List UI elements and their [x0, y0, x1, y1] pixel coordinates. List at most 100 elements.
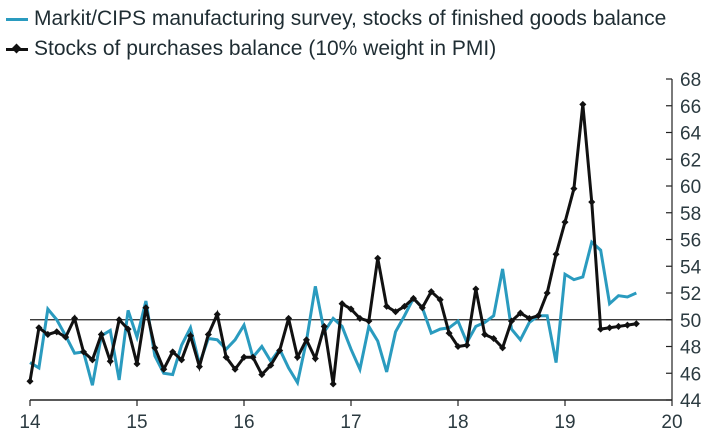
y-tick-label: 68 [680, 70, 701, 91]
y-tick-label: 62 [680, 150, 701, 171]
data-point-marker [427, 288, 435, 296]
legend-label: Stocks of purchases balance (10% weight … [34, 37, 497, 60]
data-point-marker [445, 329, 453, 337]
legend-swatch-line [6, 17, 28, 21]
legend-label: Markit/CIPS manufacturing survey, stocks… [34, 7, 667, 30]
data-point-marker [222, 353, 230, 361]
y-tick-label: 52 [680, 284, 701, 305]
data-point-marker [320, 322, 328, 330]
data-point-marker [534, 312, 542, 320]
data-point-marker [276, 346, 284, 355]
y-tick-label: 54 [680, 257, 702, 278]
data-point-marker [579, 100, 587, 108]
data-point-marker [543, 289, 551, 297]
data-point-marker [249, 353, 257, 361]
data-point-marker [588, 198, 596, 206]
data-point-marker [614, 322, 623, 330]
data-point-marker [204, 330, 212, 338]
x-tick-label: 20 [661, 412, 682, 433]
y-tick-label: 60 [680, 177, 701, 198]
data-point-marker [88, 356, 96, 364]
data-point-marker [606, 324, 614, 332]
data-point-marker [195, 363, 203, 371]
legend-item-finished-goods: Markit/CIPS manufacturing survey, stocks… [6, 4, 666, 34]
data-point-marker [258, 371, 266, 379]
data-point-marker [570, 185, 578, 193]
data-point-marker [240, 353, 248, 361]
data-point-marker [62, 333, 70, 341]
y-tick-label: 48 [680, 338, 701, 359]
data-point-marker [463, 341, 471, 349]
data-point-marker [97, 330, 105, 338]
data-point-marker [169, 348, 177, 356]
data-point-marker [151, 344, 159, 352]
data-point-marker [418, 304, 426, 312]
data-point-marker [35, 324, 43, 332]
data-point-marker [454, 342, 462, 351]
y-tick-label: 66 [680, 97, 701, 118]
data-point-marker [44, 330, 52, 338]
y-tick-label: 58 [680, 204, 701, 225]
data-point-marker [400, 302, 409, 310]
data-point-marker [552, 250, 560, 258]
data-point-marker [383, 302, 391, 310]
data-point-marker [231, 365, 239, 373]
data-point-marker [293, 353, 302, 361]
legend: Markit/CIPS manufacturing survey, stocks… [6, 4, 666, 64]
series-finished-goods-line [29, 239, 637, 387]
data-point-marker [597, 325, 605, 333]
data-point-marker [124, 325, 132, 333]
data-point-marker [71, 314, 79, 322]
x-tick-label: 19 [554, 412, 575, 433]
data-point-marker [561, 218, 569, 226]
data-point-marker [392, 308, 400, 316]
series-lines [26, 100, 640, 388]
x-tick-label: 14 [19, 412, 41, 433]
data-point-marker [285, 314, 293, 322]
data-point-marker [436, 296, 444, 304]
data-point-marker [507, 317, 516, 325]
y-tick-label: 46 [680, 364, 701, 385]
data-point-marker [356, 314, 364, 322]
data-point-marker [481, 330, 489, 338]
data-point-marker [409, 294, 417, 302]
data-point-marker [338, 300, 346, 308]
data-point-marker [516, 309, 524, 317]
data-point-marker [374, 254, 382, 262]
data-point-marker [329, 380, 337, 388]
data-point-marker [142, 304, 150, 312]
data-point-marker [525, 314, 533, 322]
y-tick-label: 64 [680, 124, 702, 145]
y-tick-label: 44 [680, 391, 702, 412]
data-point-marker [365, 317, 373, 325]
legend-swatch-line-marker [6, 47, 28, 51]
legend-item-stocks-of-purchases: Stocks of purchases balance (10% weight … [6, 34, 666, 64]
data-point-marker [26, 377, 34, 385]
data-point-marker [106, 357, 114, 365]
data-point-marker [499, 344, 507, 352]
data-point-marker [178, 356, 186, 364]
y-tick-label: 56 [680, 231, 701, 252]
data-point-marker [311, 355, 319, 363]
x-tick-label: 16 [233, 412, 254, 433]
data-point-marker [160, 365, 168, 373]
data-point-marker [347, 305, 355, 313]
y-tick-label: 50 [680, 311, 701, 332]
x-tick-label: 15 [126, 412, 147, 433]
x-tick-label: 17 [340, 412, 361, 433]
data-point-marker [213, 310, 221, 318]
data-point-marker [472, 285, 480, 293]
data-point-marker [79, 348, 88, 356]
series-stocks-of-purchases-line [28, 104, 637, 385]
data-point-marker [115, 316, 123, 324]
data-point-marker [53, 328, 61, 336]
data-point-marker [302, 336, 310, 344]
data-point-marker [623, 321, 631, 329]
data-point-marker [490, 334, 498, 343]
data-point-marker [186, 332, 195, 340]
x-tick-label: 18 [447, 412, 468, 433]
data-point-marker [133, 360, 141, 368]
data-point-marker [632, 320, 640, 328]
